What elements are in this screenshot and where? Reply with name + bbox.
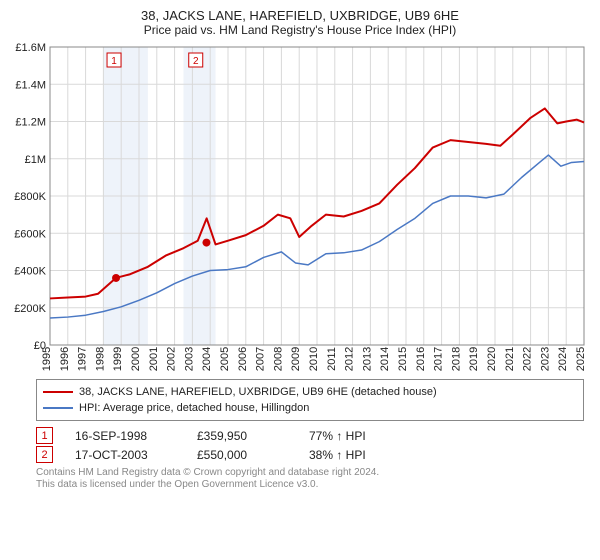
svg-text:2006: 2006 — [237, 347, 249, 371]
svg-text:2023: 2023 — [539, 347, 551, 371]
attribution-line: Contains HM Land Registry data © Crown c… — [36, 467, 584, 479]
event-price: £359,950 — [197, 429, 287, 443]
svg-text:2014: 2014 — [379, 347, 391, 371]
svg-text:2013: 2013 — [361, 347, 373, 371]
legend-swatch — [43, 407, 73, 409]
event-table: 1 16-SEP-1998 £359,950 77% ↑ HPI 2 17-OCT-200… — [36, 427, 584, 463]
svg-text:1998: 1998 — [94, 347, 106, 371]
svg-text:£400K: £400K — [14, 266, 46, 278]
svg-text:1995: 1995 — [41, 347, 53, 371]
svg-text:2008: 2008 — [272, 347, 284, 371]
svg-text:1997: 1997 — [77, 347, 89, 371]
svg-text:2001: 2001 — [148, 347, 160, 371]
svg-text:2007: 2007 — [255, 347, 267, 371]
attribution-line: This data is licensed under the Open Gov… — [36, 479, 584, 491]
event-row: 2 17-OCT-2003 £550,000 38% ↑ HPI — [36, 446, 584, 463]
chart: £0£200K£400K£600K£800K£1M£1.2M£1.4M£1.6M… — [8, 43, 592, 373]
legend-label: 38, JACKS LANE, HAREFIELD, UXBRIDGE, UB9… — [79, 384, 437, 400]
chart-subtitle: Price paid vs. HM Land Registry's House … — [8, 23, 592, 37]
svg-text:2021: 2021 — [504, 347, 516, 371]
chart-svg: £0£200K£400K£600K£800K£1M£1.2M£1.4M£1.6M… — [8, 43, 592, 373]
svg-text:£800K: £800K — [14, 191, 46, 203]
svg-text:2016: 2016 — [415, 347, 427, 371]
event-index-box: 1 — [36, 427, 53, 444]
svg-text:2019: 2019 — [468, 347, 480, 371]
svg-text:£200K: £200K — [14, 303, 46, 315]
svg-text:1999: 1999 — [112, 347, 124, 371]
svg-text:2004: 2004 — [201, 347, 213, 371]
svg-text:2011: 2011 — [326, 347, 338, 371]
svg-text:2010: 2010 — [308, 347, 320, 371]
attribution: Contains HM Land Registry data © Crown c… — [36, 467, 584, 491]
event-delta: 77% ↑ HPI — [309, 429, 366, 443]
svg-text:2009: 2009 — [290, 347, 302, 371]
svg-text:2020: 2020 — [486, 347, 498, 371]
svg-text:2015: 2015 — [397, 347, 409, 371]
event-date: 16-SEP-1998 — [75, 429, 175, 443]
svg-text:2024: 2024 — [557, 347, 569, 371]
svg-text:£1M: £1M — [25, 154, 46, 166]
legend-item: HPI: Average price, detached house, Hill… — [43, 400, 577, 416]
svg-text:2022: 2022 — [522, 347, 534, 371]
svg-text:2002: 2002 — [166, 347, 178, 371]
legend: 38, JACKS LANE, HAREFIELD, UXBRIDGE, UB9… — [36, 379, 584, 421]
svg-text:1: 1 — [111, 56, 117, 67]
event-delta: 38% ↑ HPI — [309, 448, 366, 462]
svg-text:£1.2M: £1.2M — [15, 117, 46, 129]
svg-text:2025: 2025 — [575, 347, 587, 371]
svg-text:2: 2 — [193, 56, 199, 67]
event-price: £550,000 — [197, 448, 287, 462]
event-index-box: 2 — [36, 446, 53, 463]
event-date: 17-OCT-2003 — [75, 448, 175, 462]
svg-text:£600K: £600K — [14, 228, 46, 240]
svg-text:1996: 1996 — [59, 347, 71, 371]
svg-text:£1.6M: £1.6M — [15, 43, 46, 54]
svg-text:£1.4M: £1.4M — [15, 79, 46, 91]
svg-text:2017: 2017 — [433, 347, 445, 371]
chart-title: 38, JACKS LANE, HAREFIELD, UXBRIDGE, UB9… — [8, 8, 592, 23]
event-row: 1 16-SEP-1998 £359,950 77% ↑ HPI — [36, 427, 584, 444]
legend-label: HPI: Average price, detached house, Hill… — [79, 400, 309, 416]
svg-text:2000: 2000 — [130, 347, 142, 371]
svg-text:2005: 2005 — [219, 347, 231, 371]
svg-text:2012: 2012 — [344, 347, 356, 371]
svg-text:2003: 2003 — [183, 347, 195, 371]
legend-swatch — [43, 391, 73, 393]
legend-item: 38, JACKS LANE, HAREFIELD, UXBRIDGE, UB9… — [43, 384, 577, 400]
svg-text:2018: 2018 — [450, 347, 462, 371]
